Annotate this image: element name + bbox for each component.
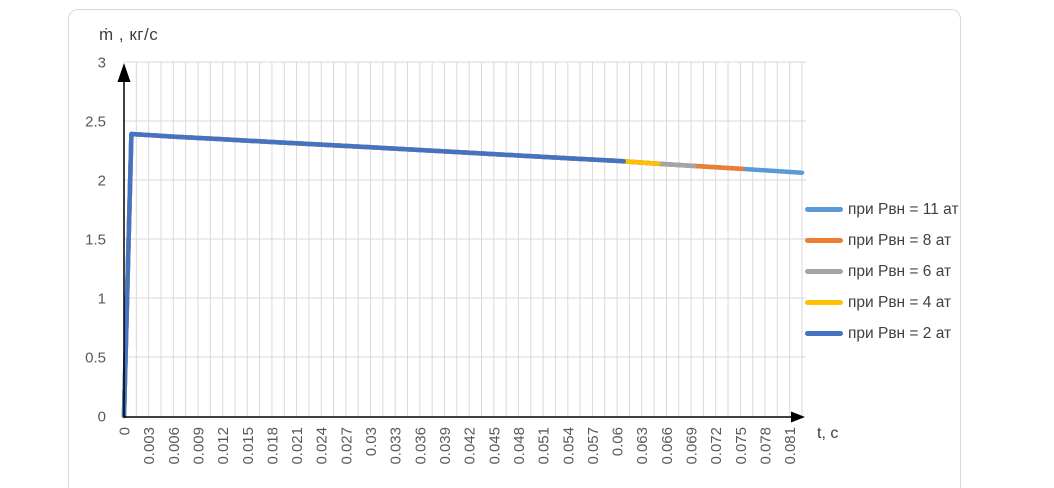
x-tick-label: 0.039	[437, 427, 454, 465]
series-line-1	[121, 131, 626, 419]
x-tick-label: 0.006	[166, 427, 183, 465]
x-tick-label: 0.045	[486, 427, 503, 465]
x-tick-label: 0.072	[708, 427, 725, 465]
x-tick-label: 0.003	[141, 427, 158, 465]
legend-swatch-icon	[805, 269, 843, 274]
legend-swatch-icon	[805, 331, 843, 336]
x-tick-label: 0.075	[733, 427, 750, 465]
series-line-5	[121, 131, 805, 419]
chart-frame	[68, 9, 961, 488]
y-tick-label: 2	[98, 173, 106, 190]
x-tick-label: 0.015	[240, 427, 257, 465]
legend-item-3: при Рвн = 6 ат	[805, 256, 959, 287]
legend-item-1: при Рвн = 11 ат	[805, 194, 959, 225]
x-axis-arrow-icon	[791, 411, 805, 423]
x-tick-label: 0.051	[536, 427, 553, 465]
x-tick-label: 0.048	[511, 427, 528, 465]
legend-swatch-icon	[805, 238, 843, 243]
legend-swatch-icon	[805, 300, 843, 305]
series-line-3	[121, 131, 697, 419]
legend-label: при Рвн = 2 ат	[848, 324, 952, 342]
x-tick-label: 0.054	[560, 427, 577, 465]
legend-item-5: при Рвн = 2 ат	[805, 318, 959, 349]
legend-item-2: при Рвн = 8 ат	[805, 225, 959, 256]
x-tick-label: 0	[117, 427, 134, 435]
y-tick-label: 0	[98, 409, 106, 426]
x-tick-label: 0.027	[338, 427, 355, 465]
y-axis-title: ṁ , кг/с	[99, 25, 159, 44]
legend-label: при Рвн = 8 ат	[848, 231, 952, 249]
x-tick-label: 0.042	[462, 427, 479, 465]
y-tick-label: 3	[98, 55, 106, 72]
legend-swatch-icon	[805, 207, 843, 212]
y-tick-label: 2.5	[85, 114, 106, 131]
x-tick-label: 0.009	[190, 427, 207, 465]
y-tick-label: 1.5	[85, 232, 106, 249]
legend: при Рвн = 11 ат при Рвн = 8 ат при Рвн = 6…	[805, 194, 959, 349]
x-tick-label: 0.063	[634, 427, 651, 465]
y-tick-label: 0.5	[85, 350, 106, 367]
x-tick-label: 0.024	[314, 427, 331, 465]
x-tick-label: 0.021	[289, 427, 306, 465]
x-tick-label: 0.066	[659, 427, 676, 465]
legend-label: при Рвн = 6 ат	[848, 262, 952, 280]
x-tick-label: 0.078	[758, 427, 775, 465]
x-tick-label: 0.036	[412, 427, 429, 465]
x-tick-label: 0.03	[363, 427, 380, 456]
x-tick-label: 0.081	[782, 427, 799, 465]
x-tick-label: 0.06	[610, 427, 627, 456]
x-tick-label: 0.018	[264, 427, 281, 465]
x-tick-label: 0.033	[388, 427, 405, 465]
x-tick-label: 0.069	[684, 427, 701, 465]
series-line-2	[121, 131, 661, 419]
x-axis-title: t, с	[817, 425, 839, 442]
legend-label: при Рвн = 11 ат	[848, 200, 959, 218]
y-tick-label: 1	[98, 291, 106, 308]
y-axis-arrow-icon	[117, 63, 131, 82]
x-tick-label: 0.012	[215, 427, 232, 465]
x-tick-label: 0.057	[585, 427, 602, 465]
legend-item-4: при Рвн = 4 ат	[805, 287, 959, 318]
legend-label: при Рвн = 4 ат	[848, 293, 952, 311]
series-line-4	[121, 131, 745, 419]
